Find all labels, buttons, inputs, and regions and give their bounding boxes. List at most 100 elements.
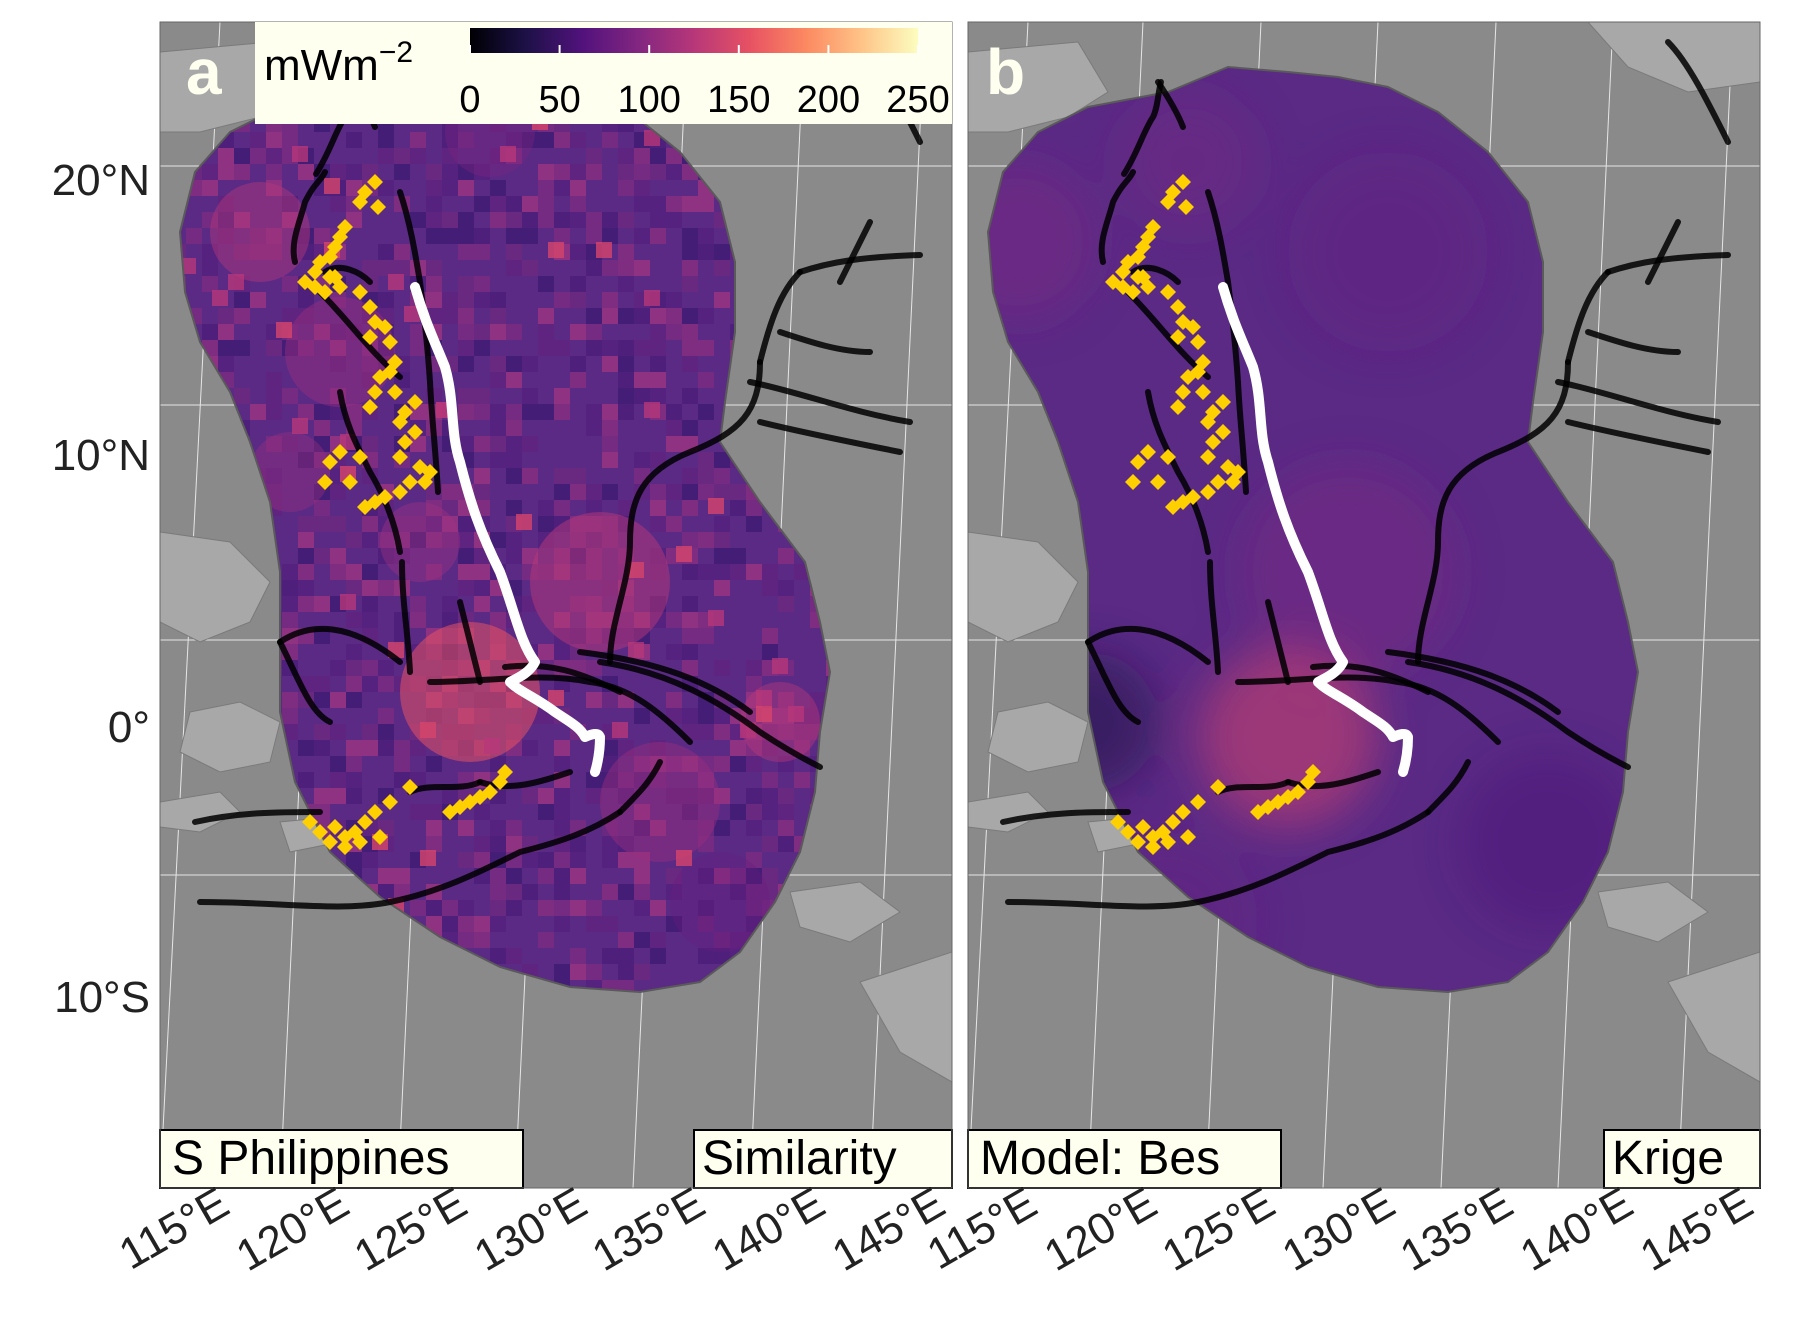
plate-boundary-segment	[1145, 389, 1211, 555]
heatflow-cell	[650, 228, 666, 244]
volcano-marker	[332, 444, 348, 460]
heatflow-cell	[618, 260, 634, 276]
heatflow-cell	[634, 868, 650, 884]
heatflow-cell	[602, 356, 618, 372]
heatflow-cell	[330, 196, 346, 212]
heatflow-cell	[506, 820, 522, 836]
heatflow-cell	[596, 242, 612, 258]
heatflow-cell	[650, 516, 666, 532]
heatflow-cell	[506, 196, 522, 212]
volcano-marker	[1215, 424, 1231, 440]
plate-boundary-segment	[607, 359, 763, 665]
longitude-label: 125°E	[346, 1178, 475, 1281]
heatflow-cell	[442, 180, 458, 196]
volcano-marker	[312, 824, 328, 840]
heatflow-cell	[410, 324, 426, 340]
heatflow-cell	[458, 516, 474, 532]
heatflow-cell	[442, 516, 458, 532]
heatflow-cell	[682, 484, 698, 500]
heatflow-cell	[570, 276, 586, 292]
heatflow-cell	[554, 804, 570, 820]
plate-boundary-segment	[1585, 329, 1681, 355]
volcano-marker	[1120, 824, 1136, 840]
heatflow-cell	[314, 516, 330, 532]
heatflow-cell	[378, 884, 394, 900]
heatflow-cell	[730, 564, 746, 580]
heatflow-cell	[458, 932, 474, 948]
volcano-marker	[317, 474, 333, 490]
heatflow-cell	[682, 660, 698, 676]
heatflow-cell	[634, 900, 650, 916]
volcano-marker	[1160, 834, 1176, 850]
heatflow-cell	[538, 212, 554, 228]
volcano-marker	[1135, 819, 1151, 835]
heatflow-cell	[202, 276, 218, 292]
heatflow-cell	[698, 196, 714, 212]
plate-boundary-segment	[837, 219, 873, 285]
volcano-marker	[1165, 499, 1181, 515]
volcano-marker	[1195, 384, 1211, 400]
heatflow-cell	[506, 404, 522, 420]
heatflow-cell	[474, 836, 490, 852]
heatflow-cell	[202, 244, 218, 260]
heatflow-cell	[506, 244, 522, 260]
heatflow-cell	[218, 148, 234, 164]
longitude-label: 130°E	[1274, 1178, 1403, 1281]
plate-boundary-segment	[1425, 759, 1471, 815]
heatflow-cell	[682, 756, 698, 772]
heatflow-cell	[458, 340, 474, 356]
heatflow-cell	[458, 580, 474, 596]
volcano-marker	[407, 394, 423, 410]
heatflow-cell	[538, 900, 554, 916]
heatflow-cell	[458, 532, 474, 548]
heatflow-cell	[602, 452, 618, 468]
heatflow-cell	[506, 228, 522, 244]
volcano-marker	[1175, 804, 1191, 820]
heatflow-cell	[378, 244, 394, 260]
heatflow-cell	[538, 788, 554, 804]
plate-boundary-segment	[197, 809, 623, 910]
heatflow-cell	[298, 580, 314, 596]
heatflow-anomaly	[1288, 152, 1488, 352]
heatflow-cell	[602, 212, 618, 228]
heatflow-cell	[522, 852, 538, 868]
heatflow-cell	[362, 356, 378, 372]
heatflow-cell	[708, 498, 724, 514]
heatflow-cell	[746, 852, 762, 868]
heatflow-cell	[442, 228, 458, 244]
heatflow-cell	[714, 244, 730, 260]
heatflow-cell	[410, 532, 426, 548]
volcano-marker	[1210, 779, 1226, 795]
heatflow-cell	[714, 484, 730, 500]
plate-boundary-segment	[1405, 659, 1631, 770]
heatflow-cell	[362, 564, 378, 580]
heatflow-cell	[330, 356, 346, 372]
heatflow-cell	[458, 564, 474, 580]
heatflow-cell	[762, 644, 778, 660]
heatflow-cell	[570, 212, 586, 228]
heatflow-cell	[250, 404, 266, 420]
longitude-label: 145°E	[1632, 1178, 1761, 1281]
heatflow-cell	[266, 228, 282, 244]
heatflow-cell	[410, 436, 426, 452]
heatflow-cell	[346, 852, 362, 868]
heatflow-cell	[602, 260, 618, 276]
volcano-marker	[1160, 194, 1176, 210]
heatflow-cell	[634, 260, 650, 276]
volcano-markers	[297, 174, 513, 855]
heatflow-cell	[634, 964, 650, 980]
heatflow-cell	[282, 564, 298, 580]
plate-boundary-segment	[337, 389, 403, 555]
heatflow-cell	[570, 292, 586, 308]
heatflow-cell	[714, 948, 730, 964]
heatflow-cell	[666, 916, 682, 932]
land-polygon	[160, 791, 241, 833]
heatflow-cell	[586, 404, 602, 420]
heatflow-cell	[698, 788, 714, 804]
heatflow-cell	[506, 468, 522, 484]
heatflow-cell	[666, 292, 682, 308]
heatflow-cell	[362, 580, 378, 596]
heatflow-cell	[746, 740, 762, 756]
heatflow-cell	[330, 516, 346, 532]
heatflow-cell	[378, 132, 394, 148]
